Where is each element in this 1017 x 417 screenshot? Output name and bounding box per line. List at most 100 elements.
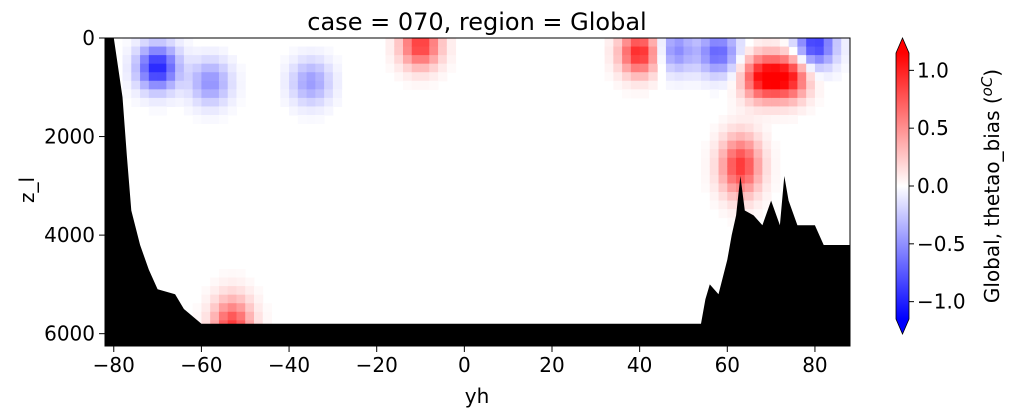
heatmap-cell	[140, 89, 150, 99]
heatmap-cell	[762, 200, 772, 210]
heatmap-cell	[762, 55, 772, 65]
heatmap-cell	[771, 38, 781, 48]
heatmap-cell	[692, 80, 702, 90]
heatmap-cell	[218, 277, 229, 287]
heatmap-cell	[639, 38, 649, 48]
heatmap-cell	[771, 115, 781, 125]
heatmap-cell	[411, 80, 422, 90]
heatmap-cell	[771, 106, 781, 116]
heatmap-cell	[218, 89, 229, 99]
heatmap-cell	[140, 38, 150, 48]
heatmap-cell	[753, 55, 763, 65]
heatmap-cell	[736, 89, 746, 99]
heatmap-cell	[692, 55, 702, 65]
heatmap-cell	[227, 72, 237, 82]
heatmap-cell	[762, 166, 772, 176]
heatmap-cell	[210, 286, 220, 296]
heatmap-cell	[648, 55, 658, 65]
heatmap-cell	[175, 80, 185, 90]
heatmap-cell	[779, 89, 790, 99]
heatmap-cell	[692, 63, 702, 73]
heatmap-cell	[411, 63, 422, 73]
heatmap-cell	[674, 38, 684, 48]
heatmap-cell	[779, 97, 790, 107]
heatmap-cell	[183, 38, 194, 48]
heatmap-cell	[236, 80, 246, 90]
heatmap-cell	[630, 63, 641, 73]
colorbar-outline	[895, 36, 910, 336]
heatmap-cell	[630, 38, 641, 48]
heatmap-cell	[192, 55, 202, 65]
heatmap-cell	[797, 72, 807, 82]
heatmap-cell	[411, 55, 422, 65]
heatmap-cell	[639, 46, 649, 56]
heatmap-cell	[166, 80, 176, 90]
heatmap-cell	[201, 80, 211, 90]
heatmap-cell	[210, 294, 220, 304]
heatmap-cell	[727, 106, 737, 116]
heatmap-cell	[306, 89, 316, 99]
heatmap-cell	[297, 106, 308, 116]
heatmap-cell	[718, 174, 728, 184]
heatmap-cell	[683, 63, 693, 73]
heatmap-cell	[236, 63, 246, 73]
heatmap-cell	[665, 46, 676, 56]
heatmap-cell	[324, 80, 334, 90]
plot-frame	[104, 37, 851, 347]
heatmap-cell	[332, 55, 343, 65]
heatmap-cell	[148, 55, 159, 65]
heatmap-cell	[832, 55, 842, 65]
heatmap-cell	[385, 38, 395, 48]
heatmap-cell	[218, 311, 229, 321]
heatmap-cell	[736, 115, 746, 125]
heatmap-cell	[604, 38, 614, 48]
heatmap-cell	[148, 46, 159, 56]
heatmap-cell	[744, 46, 755, 56]
heatmap-cell	[622, 80, 632, 90]
heatmap-cell	[753, 174, 763, 184]
heatmap-cell	[613, 46, 623, 56]
heatmap-cell	[823, 46, 833, 56]
heatmap-cell	[736, 123, 746, 133]
heatmap-cell	[841, 38, 850, 48]
heatmap-cell	[429, 38, 439, 48]
heatmap-cell	[736, 166, 746, 176]
heatmap-cell	[788, 89, 798, 99]
heatmap-cell	[210, 89, 220, 99]
heatmap-cell	[736, 140, 746, 150]
heatmap-cell	[604, 46, 614, 56]
heatmap-cell	[744, 166, 755, 176]
heatmap-cell	[674, 46, 684, 56]
heatmap-cell	[718, 80, 728, 90]
heatmap-cell	[806, 46, 816, 56]
heatmap-cell	[131, 46, 141, 56]
heatmap-cell	[779, 80, 790, 90]
heatmap-cell	[806, 38, 816, 48]
colorbar-tick-label: −0.5	[917, 232, 966, 256]
heatmap-cell	[385, 46, 395, 56]
heatmap-cell	[736, 97, 746, 107]
heatmap-cell	[131, 38, 141, 48]
heatmap-cell	[385, 63, 395, 73]
heatmap-cell	[709, 166, 720, 176]
heatmap-cell	[622, 38, 632, 48]
heatmap-cell	[744, 149, 755, 159]
heatmap-cell	[709, 132, 720, 142]
heatmap-cell	[438, 38, 448, 48]
heatmap-cell	[218, 80, 229, 90]
heatmap-cell	[779, 115, 790, 125]
heatmap-cell	[718, 149, 728, 159]
heatmap-cell	[289, 89, 299, 99]
heatmap-cell	[245, 286, 255, 296]
heatmap-cell	[683, 80, 693, 90]
heatmap-cell	[665, 38, 676, 48]
heatmap-cell	[166, 38, 176, 48]
heatmap-cell	[665, 80, 676, 90]
heatmap-cell	[166, 89, 176, 99]
heatmap-cell	[718, 209, 728, 219]
heatmap-cell	[183, 97, 194, 107]
heatmap-cell	[753, 97, 763, 107]
heatmap-cell	[814, 63, 825, 73]
heatmap-cell	[227, 303, 237, 313]
heatmap-cell	[832, 46, 842, 56]
